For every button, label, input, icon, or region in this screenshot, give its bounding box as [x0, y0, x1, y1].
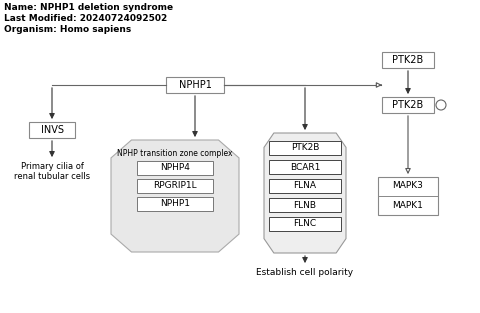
FancyBboxPatch shape — [137, 197, 213, 211]
FancyBboxPatch shape — [378, 177, 438, 215]
Text: RPGRIP1L: RPGRIP1L — [153, 182, 197, 191]
FancyBboxPatch shape — [137, 161, 213, 175]
Text: Name: NPHP1 deletion syndrome: Name: NPHP1 deletion syndrome — [4, 3, 173, 12]
FancyBboxPatch shape — [137, 179, 213, 193]
FancyBboxPatch shape — [269, 198, 341, 212]
FancyBboxPatch shape — [269, 141, 341, 155]
Text: FLNB: FLNB — [293, 201, 316, 209]
Text: PTK2B: PTK2B — [291, 143, 319, 152]
Text: FLNA: FLNA — [293, 182, 316, 191]
FancyBboxPatch shape — [166, 77, 224, 93]
Circle shape — [436, 100, 446, 110]
Text: NPHP1: NPHP1 — [179, 80, 211, 90]
Text: MAPK1: MAPK1 — [393, 202, 423, 211]
Polygon shape — [264, 133, 346, 253]
Text: FLNC: FLNC — [293, 219, 317, 228]
Text: NPHP4: NPHP4 — [160, 163, 190, 172]
Text: NPHP transition zone complex: NPHP transition zone complex — [117, 150, 233, 158]
Polygon shape — [111, 140, 239, 252]
Text: INVS: INVS — [40, 125, 63, 135]
FancyBboxPatch shape — [382, 52, 434, 68]
Text: PTK2B: PTK2B — [392, 100, 424, 110]
Text: renal tubular cells: renal tubular cells — [14, 172, 90, 181]
FancyBboxPatch shape — [29, 122, 75, 138]
Text: BCAR1: BCAR1 — [290, 162, 320, 172]
FancyBboxPatch shape — [382, 97, 434, 113]
FancyBboxPatch shape — [269, 217, 341, 231]
FancyBboxPatch shape — [269, 179, 341, 193]
Text: PTK2B: PTK2B — [392, 55, 424, 65]
Text: Organism: Homo sapiens: Organism: Homo sapiens — [4, 25, 131, 34]
Text: Last Modified: 20240724092502: Last Modified: 20240724092502 — [4, 14, 167, 23]
Text: Establish cell polarity: Establish cell polarity — [256, 268, 354, 277]
Text: MAPK3: MAPK3 — [393, 182, 423, 191]
FancyBboxPatch shape — [269, 160, 341, 174]
Text: Primary cilia of: Primary cilia of — [21, 162, 84, 171]
Text: NPHP1: NPHP1 — [160, 199, 190, 208]
